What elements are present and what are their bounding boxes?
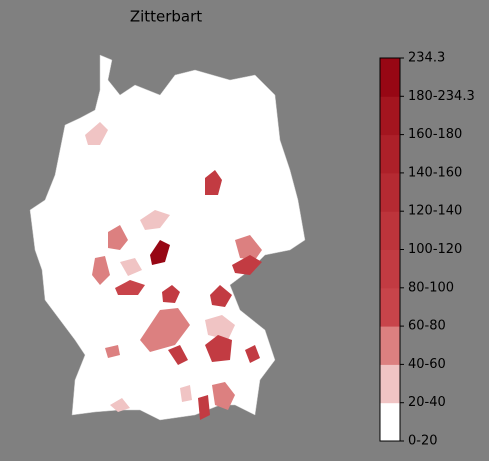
colorbar-segment <box>380 364 400 404</box>
colorbar-segment <box>380 211 400 250</box>
country-outline <box>29 54 306 421</box>
colorbar-tick-label: 60-80 <box>408 319 446 334</box>
region <box>140 308 190 352</box>
colorbar-tick-label: 234.3 <box>408 51 445 66</box>
colorbar-segment <box>380 287 400 327</box>
region <box>110 398 130 412</box>
region <box>232 255 262 275</box>
colorbar-tick-label: 100-120 <box>408 242 462 257</box>
colorbar-segment <box>380 58 400 97</box>
colorbar-segment <box>380 249 400 289</box>
colorbar-tick-label: 80-100 <box>408 280 454 295</box>
region <box>162 285 180 303</box>
region <box>168 345 188 365</box>
region <box>212 382 235 410</box>
region <box>92 256 110 285</box>
region <box>205 170 222 195</box>
region <box>235 235 262 260</box>
region <box>120 258 142 276</box>
colorbar-tick-label: 140-160 <box>408 165 462 180</box>
colorbar-tick-label: 180-234.3 <box>408 89 475 104</box>
region <box>245 345 260 363</box>
colorbar-segment <box>380 134 400 174</box>
colorbar-segment <box>380 96 400 136</box>
region <box>210 285 232 307</box>
region <box>108 225 128 250</box>
colorbar-tick-label: 40-60 <box>408 357 446 372</box>
colorbar-segment <box>380 326 400 365</box>
colorbar: 0-20 20-40 40-60 60-80 80-100 100-120 120-140 1… <box>379 51 475 449</box>
region <box>85 122 108 145</box>
region <box>205 335 232 362</box>
region <box>180 385 192 402</box>
map-title: Zitterbart <box>130 8 202 26</box>
colorbar-segment <box>380 402 400 442</box>
colorbar-tick-label: 20-40 <box>408 395 446 410</box>
region <box>205 315 235 340</box>
colorbar-tick-label: 120-140 <box>408 204 462 219</box>
colorbar-tick-label: 0-20 <box>408 434 438 449</box>
colorbar-tick-label: 160-180 <box>408 127 462 142</box>
region <box>115 280 145 295</box>
region <box>105 345 120 358</box>
region <box>198 395 210 420</box>
colorbar-segment <box>380 172 400 212</box>
region <box>150 240 170 265</box>
region <box>140 210 170 230</box>
germany-map <box>29 54 306 421</box>
